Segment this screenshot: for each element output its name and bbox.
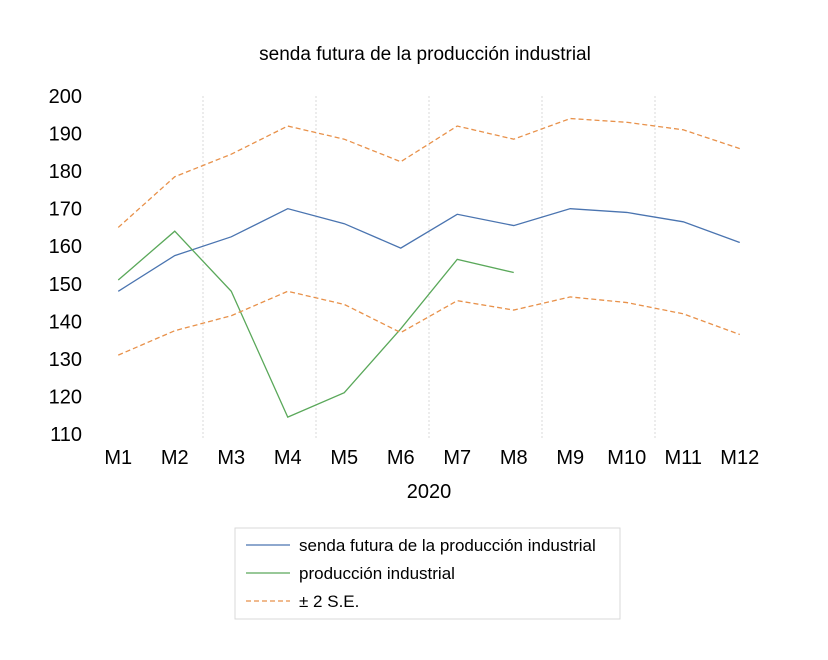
x-tick-label: M3 (217, 447, 245, 469)
x-tick-label: M11 (665, 447, 702, 469)
series-line-2 (117, 117, 740, 228)
y-tick-label: 140 (49, 311, 82, 333)
chart-title: senda futura de la producción industrial (259, 44, 591, 65)
x-tick-label: M8 (500, 447, 528, 469)
x-tick-label: M9 (556, 447, 584, 469)
legend-box (234, 527, 621, 620)
x-tick-label: M2 (161, 447, 189, 469)
x-tick-label: M4 (274, 447, 302, 469)
y-tick-label: 150 (49, 274, 82, 296)
x-tick-label: M6 (387, 447, 415, 469)
y-tick-label: 130 (49, 349, 82, 371)
y-axis: 110 120 130 140 150 160 170 180 190 200 (49, 86, 82, 446)
x-axis-label: 2020 (407, 481, 452, 503)
y-tick-label: 170 (49, 199, 82, 221)
y-tick-label: 200 (49, 86, 82, 108)
x-tick-label: M1 (104, 447, 132, 469)
y-tick-label: 190 (49, 124, 82, 146)
legend-label: producción industrial (299, 564, 455, 583)
x-axis: M1 M2 M3 M4 M5 M6 M7 M8 M9 M10 M11 M12 (104, 447, 759, 469)
x-tick-label: M5 (330, 447, 358, 469)
legend-label: ± 2 S.E. (299, 592, 359, 611)
grid-lines (202, 96, 656, 440)
x-tick-label: M12 (720, 447, 759, 469)
x-tick-label: M7 (443, 447, 471, 469)
series-group (117, 117, 740, 418)
legend: senda futura de la producción industrial… (234, 527, 621, 620)
legend-label: senda futura de la producción industrial (299, 536, 596, 555)
y-tick-label: 120 (49, 386, 82, 408)
series-line-1 (117, 230, 514, 418)
series-line-0 (117, 207, 740, 292)
y-tick-label: 180 (49, 161, 82, 183)
y-tick-label: 110 (50, 424, 82, 446)
y-tick-label: 160 (49, 236, 82, 258)
x-tick-label: M10 (607, 447, 646, 469)
